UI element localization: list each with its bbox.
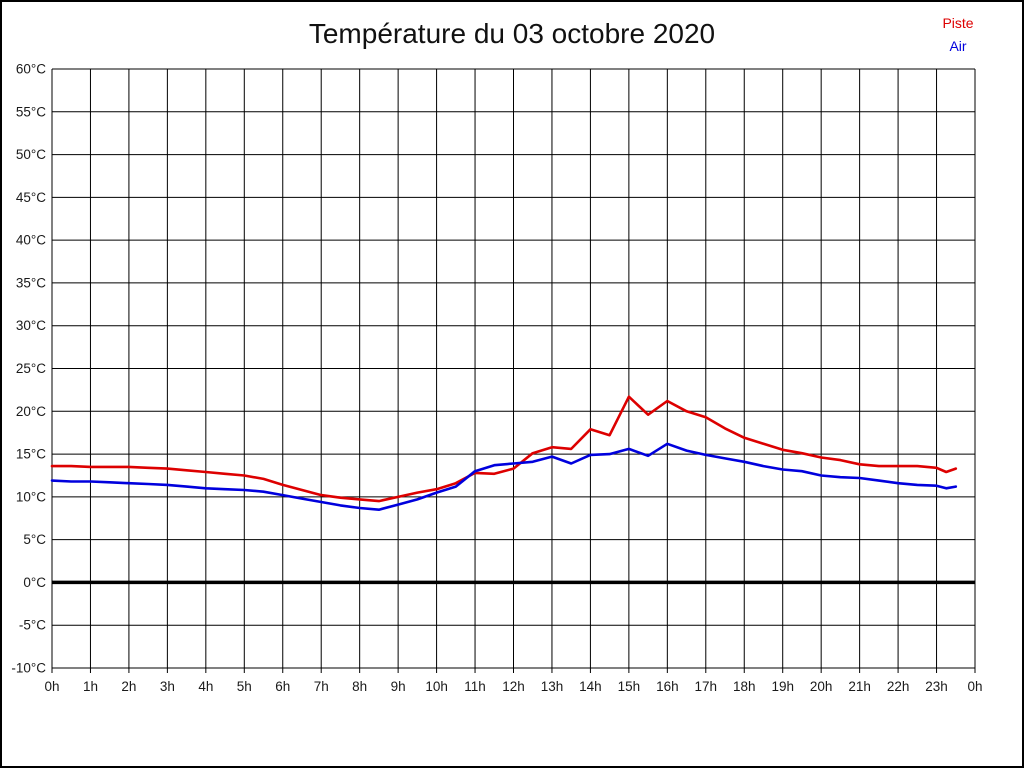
chart-title: Température du 03 octobre 2020 [308,18,716,49]
y-axis-labels: 60°C 55°C 50°C 45°C 40°C 35°C 30°C 25°C 20°C 15°C… [11,62,46,676]
x-tick-label: 4h [198,679,213,694]
x-tick-label: 2h [121,679,136,694]
y-tick-label: 35°C [16,275,46,290]
legend-item-air: Air [949,38,967,54]
y-tick-label: 25°C [16,361,46,376]
x-tick-label: 9h [391,679,406,694]
y-tick-label: 15°C [16,447,46,462]
x-tick-label: 6h [275,679,290,694]
x-tick-label: 0h [44,679,59,694]
x-tick-label: 14h [579,679,602,694]
x-tick-label: 12h [502,679,525,694]
x-tick-label: 22h [887,679,910,694]
grid [51,68,976,673]
x-axis-labels: 0h 1h 2h 3h 4h 5h 6h 7h 8h 9h 10h 11h 12h 13h 14h 15h 16… [44,679,982,694]
x-tick-label: 20h [810,679,833,694]
y-tick-label: 5°C [23,532,46,547]
series-line-air [50,442,958,512]
legend-item-piste: Piste [942,15,974,31]
x-tick-label: 16h [656,679,679,694]
y-tick-label: -10°C [11,661,46,676]
y-tick-label: 20°C [16,404,46,419]
x-tick-label: 23h [925,679,948,694]
y-tick-label: 40°C [16,233,46,248]
y-tick-label: 10°C [16,489,46,504]
y-tick-label: 60°C [16,62,46,77]
y-tick-label: 50°C [16,147,46,162]
series-line-piste [50,395,958,503]
legend: Piste Air [928,12,988,58]
x-tick-label: 18h [733,679,756,694]
x-tick-label: 0h [967,679,982,694]
x-tick-label: 11h [464,679,486,694]
x-tick-label: 3h [160,679,175,694]
x-tick-label: 19h [771,679,794,694]
y-tick-label: 30°C [16,318,46,333]
y-tick-label: -5°C [19,618,46,633]
x-tick-label: 15h [618,679,641,694]
x-tick-label: 13h [541,679,564,694]
x-tick-label: 7h [314,679,329,694]
y-tick-label: 0°C [23,575,46,590]
x-tick-label: 1h [83,679,98,694]
x-tick-label: 21h [848,679,871,694]
x-tick-label: 17h [695,679,718,694]
x-tick-label: 10h [425,679,448,694]
y-tick-label: 45°C [16,190,46,205]
x-tick-label: 5h [237,679,252,694]
y-tick-label: 55°C [16,104,46,119]
x-tick-label: 8h [352,679,367,694]
